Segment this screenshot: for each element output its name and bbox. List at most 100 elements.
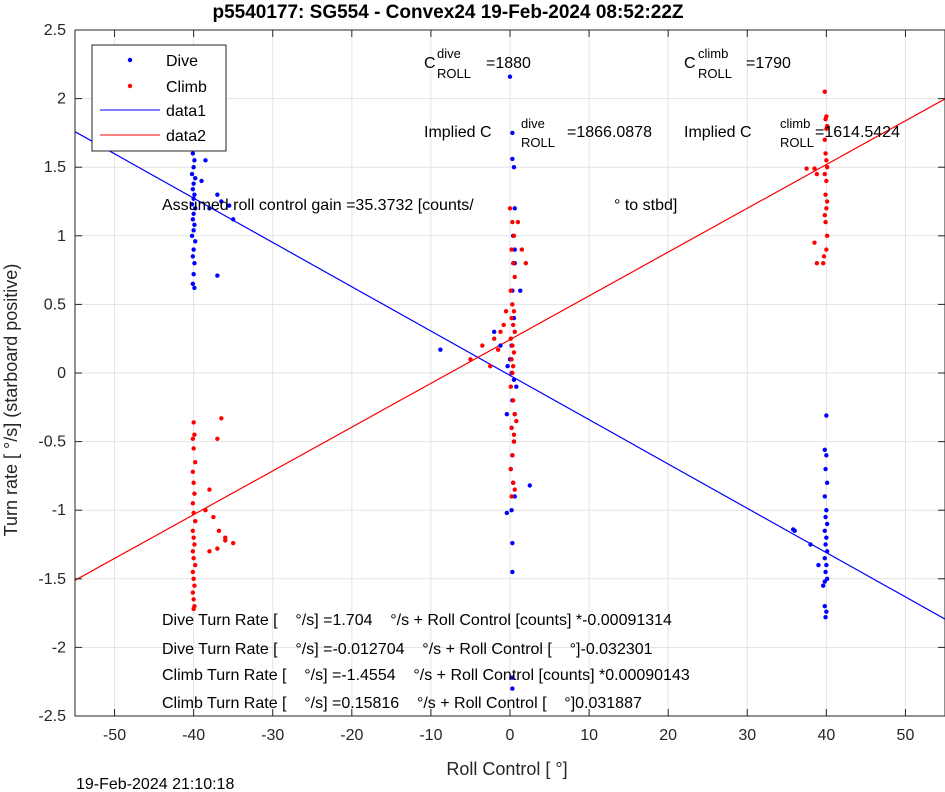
point-dive: [190, 186, 196, 192]
legend-dive-label: Dive: [166, 53, 198, 70]
point-climb: [192, 432, 197, 437]
point-climb: [507, 206, 513, 211]
point-dive: [192, 192, 197, 197]
point-climb: [191, 576, 196, 581]
x-tick-label: 40: [817, 727, 835, 744]
implied-climb-sup: climb: [780, 116, 810, 131]
point-dive: [191, 247, 196, 252]
point-climb: [211, 514, 216, 520]
point-climb: [512, 274, 517, 280]
x-tick-label: -40: [182, 727, 205, 744]
c-roll-dive-annotation: C dive ROLL =1880: [424, 46, 531, 81]
point-dive: [504, 510, 510, 516]
x-tick-label: 50: [897, 727, 915, 744]
point-dive: [824, 508, 829, 513]
y-tick-label: 0: [57, 365, 66, 382]
point-dive: [824, 562, 829, 568]
point-dive: [822, 528, 827, 533]
point-climb: [498, 329, 503, 335]
point-climb: [468, 357, 473, 362]
implied-climb-sub: ROLL: [780, 135, 814, 150]
point-climb: [814, 171, 820, 177]
point-climb: [192, 491, 197, 496]
fit-line-data1: [74, 131, 945, 620]
point-climb: [822, 171, 827, 177]
point-climb: [824, 165, 830, 170]
point-climb: [191, 535, 196, 540]
point-dive: [512, 494, 517, 499]
point-dive: [824, 609, 829, 614]
chart-title: p5540177: SG554 - Convex24 19-Feb-2024 0…: [212, 2, 683, 23]
point-climb: [511, 350, 517, 355]
point-dive: [190, 217, 196, 222]
point-climb: [512, 329, 517, 335]
point-climb: [508, 466, 513, 472]
point-climb: [510, 302, 515, 307]
point-climb: [510, 219, 515, 225]
c-roll-climb-sup: climb: [698, 46, 728, 61]
fit-text-dive-degrees: Dive Turn Rate [ °/s] =-0.012704 °/s + R…: [162, 641, 653, 658]
point-dive: [192, 158, 197, 163]
y-tick-label: -2.5: [38, 708, 66, 725]
point-climb: [190, 590, 196, 595]
footer-timestamp: 19-Feb-2024 21:10:18: [76, 776, 234, 792]
point-climb: [219, 416, 224, 421]
point-climb: [510, 363, 516, 369]
point-dive: [822, 579, 827, 584]
point-dive: [507, 74, 513, 79]
point-climb: [216, 528, 222, 533]
c-roll-dive-value: =1880: [486, 55, 531, 72]
point-climb: [511, 432, 517, 437]
point-climb: [814, 261, 820, 266]
point-dive: [512, 206, 517, 211]
point-climb: [190, 549, 196, 554]
point-climb: [191, 556, 196, 561]
point-dive: [193, 175, 198, 181]
point-dive: [193, 206, 198, 211]
point-dive: [518, 288, 523, 293]
x-tick-label: -30: [261, 727, 284, 744]
implied-dive-value: =1866.0878: [567, 124, 652, 141]
point-dive: [816, 562, 821, 568]
point-dive: [822, 494, 827, 499]
legend-data2-label: data2: [166, 128, 206, 145]
point-climb: [191, 597, 196, 602]
point-climb: [488, 363, 493, 369]
point-climb: [191, 510, 196, 516]
y-tick-label: -2: [52, 639, 66, 656]
c-roll-dive-sub: ROLL: [437, 66, 471, 81]
y-tick-label: -0.5: [38, 434, 66, 451]
point-climb: [824, 199, 830, 204]
point-dive: [505, 363, 510, 369]
point-dive: [824, 453, 829, 458]
c-roll-climb-value: =1790: [746, 55, 791, 72]
point-climb: [203, 508, 208, 513]
point-dive: [192, 261, 197, 266]
c-roll-climb-annotation: C climb ROLL =1790: [684, 46, 791, 81]
point-climb: [514, 418, 519, 424]
point-climb: [215, 436, 220, 442]
point-climb: [823, 151, 828, 156]
implied-climb-value: =1614.5424: [815, 124, 900, 141]
fit-text-climb-degrees: Climb Turn Rate [ °/s] =0.15816 °/s + Ro…: [162, 695, 642, 712]
point-dive: [189, 171, 195, 177]
point-climb: [501, 322, 506, 328]
point-dive: [821, 583, 826, 588]
y-tick-label: 0.5: [44, 296, 66, 313]
fit-text-dive-counts: Dive Turn Rate [ °/s] =1.704 °/s + Roll …: [162, 612, 672, 629]
point-dive: [189, 233, 195, 238]
point-climb: [804, 166, 809, 171]
point-dive: [207, 206, 212, 211]
legend-box: [91, 44, 227, 152]
point-climb: [822, 137, 827, 142]
x-tick-label: -50: [103, 727, 126, 744]
point-dive: [824, 535, 829, 540]
point-climb: [510, 322, 516, 328]
point-dive: [512, 247, 517, 252]
point-climb: [480, 343, 485, 348]
implied-dive-sup: dive: [521, 116, 545, 131]
y-tick-label: -1.5: [38, 571, 66, 588]
point-climb: [510, 453, 515, 458]
point-dive: [509, 508, 514, 513]
